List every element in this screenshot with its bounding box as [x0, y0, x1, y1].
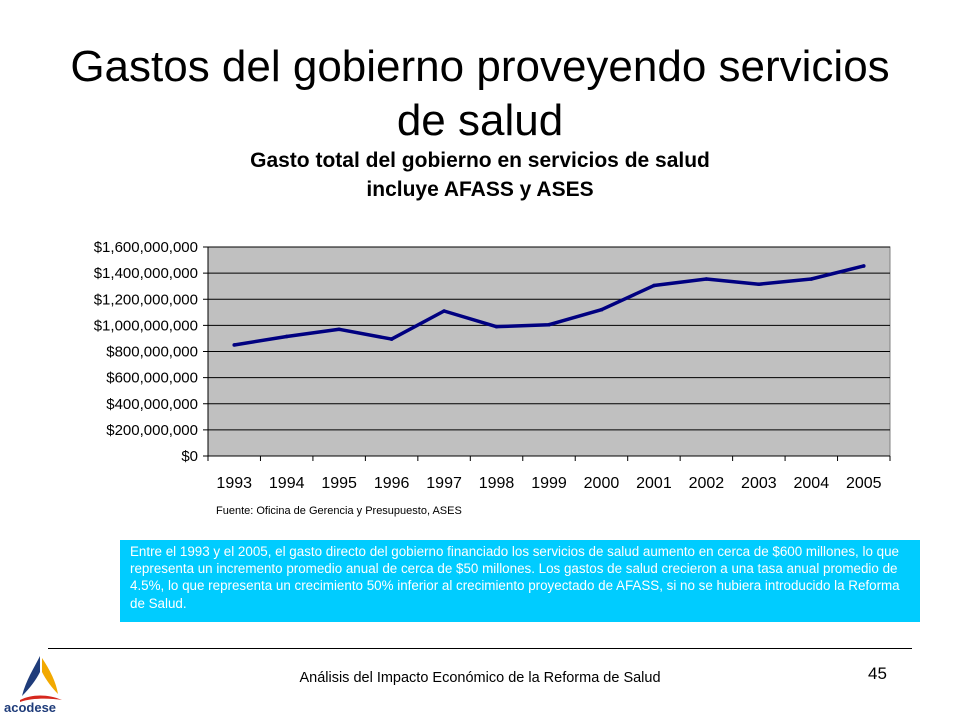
x-tick-label: 2000	[584, 475, 620, 492]
summary-callout: Entre el 1993 y el 2005, el gasto direct…	[120, 540, 920, 622]
chart-title-line-2: incluye AFASS y ASES	[366, 178, 594, 201]
footer-text: Análisis del Impacto Económico de la Ref…	[299, 670, 661, 686]
x-tick-label: 2005	[846, 475, 882, 492]
x-tick-label: 2003	[741, 475, 777, 492]
data-point	[599, 307, 604, 312]
x-tick-label: 1994	[269, 475, 305, 492]
x-tick-label: 1995	[321, 475, 357, 492]
data-point	[494, 324, 499, 329]
y-tick-label: $0	[181, 448, 198, 465]
data-point	[861, 264, 866, 268]
data-point	[442, 309, 446, 313]
y-tick-label: $1,400,000,000	[94, 265, 198, 282]
x-tick-label: 2004	[794, 475, 830, 492]
data-point	[337, 327, 341, 332]
acodese-logo-icon	[20, 656, 62, 702]
logo-text: acodese	[4, 700, 57, 715]
chart-title: Gasto total del gobierno en servicios de…	[180, 146, 780, 204]
data-point	[547, 322, 551, 327]
y-tick-label: $200,000,000	[106, 422, 198, 439]
x-tick-label: 1997	[426, 475, 462, 492]
data-point	[704, 277, 709, 281]
y-tick-label: $1,200,000,000	[94, 291, 198, 308]
y-tick-label: $800,000,000	[106, 344, 198, 361]
x-tick-label: 1996	[374, 475, 410, 492]
y-tick-label: $1,600,000,000	[94, 239, 198, 256]
data-point	[284, 334, 289, 339]
y-tick-label: $400,000,000	[106, 396, 198, 413]
x-tick-label: 2002	[689, 475, 725, 492]
x-tick-label: 1998	[479, 475, 515, 492]
data-point	[389, 337, 394, 341]
footer-divider	[48, 648, 912, 649]
data-point	[652, 283, 656, 288]
page-number: 45	[868, 664, 887, 683]
line-chart: $0 $200,000,000 $400,000,000 $600,000,000 $8…	[94, 239, 891, 492]
slide-title: Gastos del gobierno proveyendo servicios…	[70, 42, 890, 145]
y-tick-label: $600,000,000	[106, 370, 198, 387]
x-tick-label: 1993	[216, 475, 252, 492]
data-point	[757, 282, 761, 287]
x-tick-label: 2001	[636, 475, 672, 492]
chart-title-line-1: Gasto total del gobierno en servicios de…	[250, 149, 710, 172]
x-tick-label: 1999	[531, 475, 567, 492]
source-note: Fuente: Oficina de Gerencia y Presupuest…	[216, 505, 462, 517]
data-point	[232, 343, 237, 347]
y-tick-label: $1,000,000,000	[94, 317, 198, 334]
data-point	[809, 277, 814, 281]
